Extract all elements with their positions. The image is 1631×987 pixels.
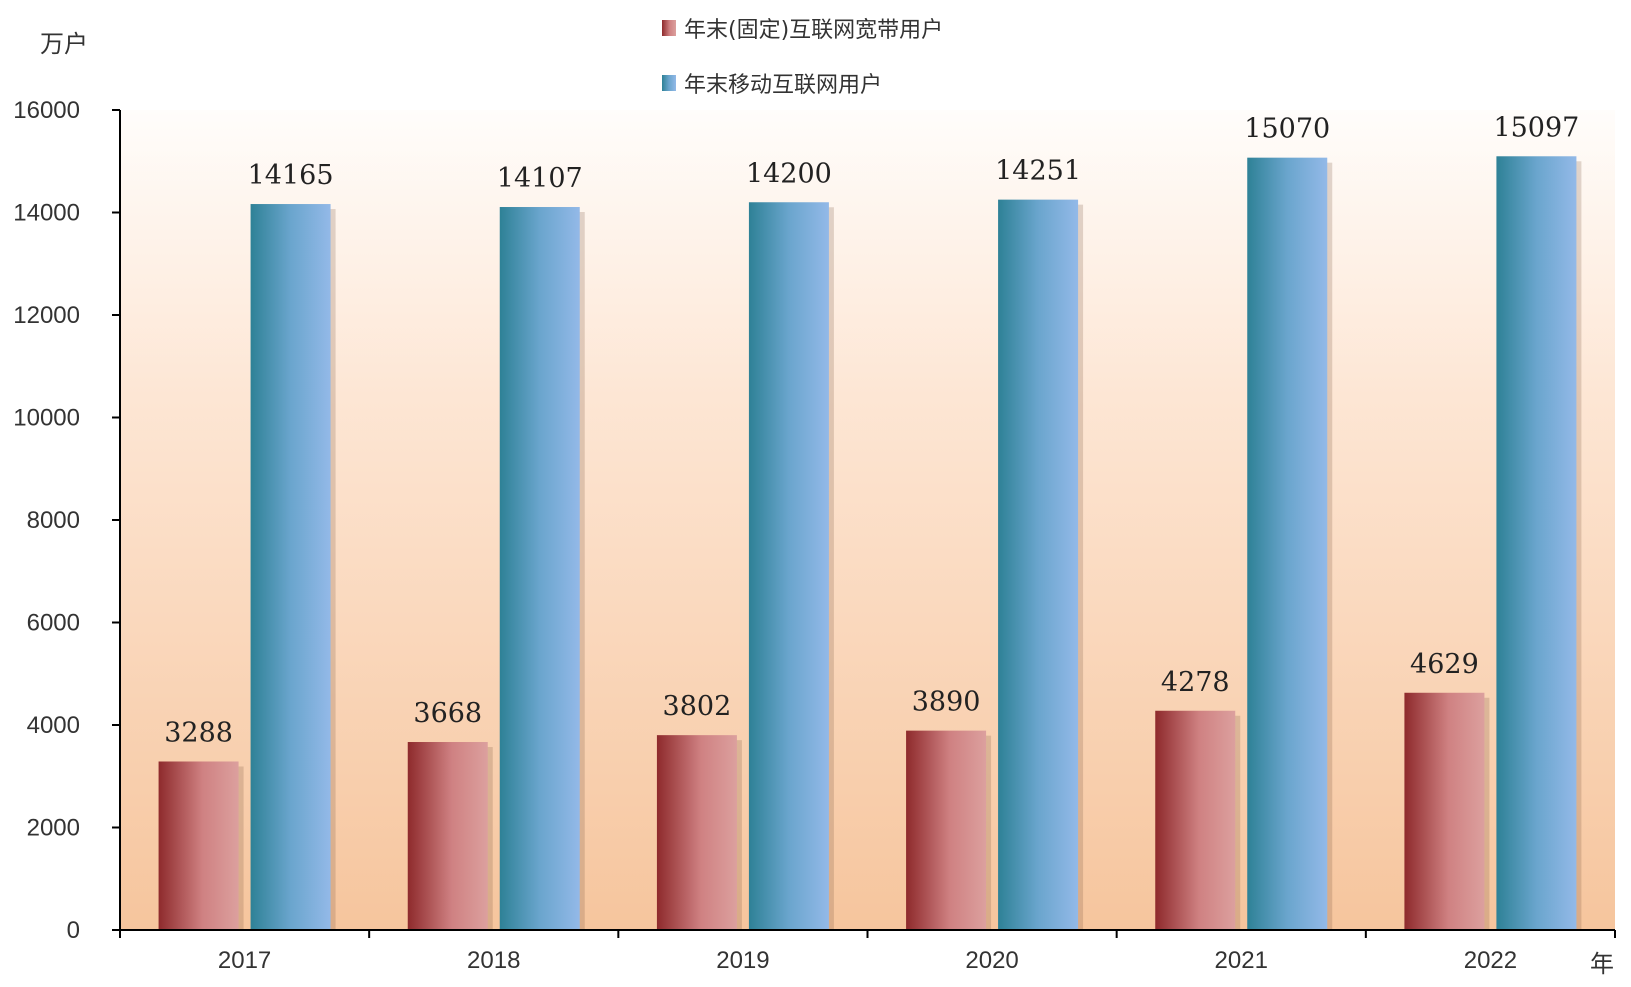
data-label-mobile-2017: 14165	[248, 160, 334, 191]
x-axis-ticks: 2017 2018 2019 2020 2021 2022	[218, 947, 1517, 974]
plot-background	[120, 110, 1615, 930]
data-label-broadband-2021: 4278	[1161, 667, 1230, 698]
legend-swatch-mobile	[662, 75, 676, 91]
bar-mobile-2019	[748, 202, 829, 930]
axes	[112, 109, 1616, 938]
y-tick-label-10000: 10000	[13, 405, 80, 432]
y-tick-label-2000: 2000	[27, 815, 80, 842]
legend: 年末(固定)互联网宽带用户 年末移动互联网用户	[662, 18, 943, 98]
bar-broadband-2018	[407, 742, 488, 930]
bar-mobile-2021	[1247, 157, 1328, 931]
x-tick-label-2020: 2020	[965, 947, 1018, 974]
data-label-broadband-2018: 3668	[413, 698, 482, 729]
bar-broadband-2020	[906, 730, 987, 930]
data-label-broadband-2020: 3890	[912, 687, 981, 718]
legend-label-broadband: 年末(固定)互联网宽带用户	[684, 18, 943, 43]
data-label-mobile-2022: 15097	[1493, 112, 1579, 143]
y-unit-label: 万户	[40, 30, 88, 58]
data-label-mobile-2021: 15070	[1244, 114, 1330, 145]
y-tick-label-14000: 14000	[13, 200, 80, 227]
data-label-mobile-2020: 14251	[995, 156, 1081, 187]
bars	[158, 156, 1577, 931]
data-label-broadband-2022: 4629	[1410, 649, 1479, 680]
bar-broadband-2022	[1404, 692, 1485, 930]
x-tick-label-2022: 2022	[1464, 947, 1517, 974]
x-unit-label: 年	[1590, 950, 1614, 978]
data-label-broadband-2017: 3288	[164, 717, 233, 748]
data-label-mobile-2018: 14107	[497, 163, 583, 194]
y-tick-label-8000: 8000	[27, 507, 80, 534]
bar-mobile-2022	[1496, 156, 1577, 930]
y-axis-ticks: 0 2000 4000 6000 8000 10000 12000 14000 16000	[13, 97, 80, 944]
y-tick-label-6000: 6000	[27, 610, 80, 637]
bar-mobile-2020	[998, 199, 1079, 931]
y-tick-label-4000: 4000	[27, 712, 80, 739]
y-tick-label-0: 0	[67, 917, 80, 944]
data-label-broadband-2019: 3802	[663, 691, 732, 722]
y-tick-label-16000: 16000	[13, 97, 80, 124]
legend-label-mobile: 年末移动互联网用户	[684, 73, 882, 98]
bar-broadband-2019	[656, 735, 737, 930]
legend-swatch-broadband	[662, 20, 676, 36]
y-tick-label-12000: 12000	[13, 302, 80, 329]
bar-broadband-2017	[158, 761, 239, 930]
data-labels: 3288 14165 3668 14107 3802 14200 3890 14251 4278…	[164, 112, 1579, 748]
bar-mobile-2018	[499, 207, 580, 931]
x-tick-label-2018: 2018	[467, 947, 520, 974]
x-tick-label-2019: 2019	[716, 947, 769, 974]
bar-broadband-2021	[1155, 710, 1236, 930]
x-tick-label-2021: 2021	[1215, 947, 1268, 974]
bar-mobile-2017	[250, 204, 331, 930]
data-label-mobile-2019: 14200	[746, 158, 832, 189]
x-tick-label-2017: 2017	[218, 947, 271, 974]
